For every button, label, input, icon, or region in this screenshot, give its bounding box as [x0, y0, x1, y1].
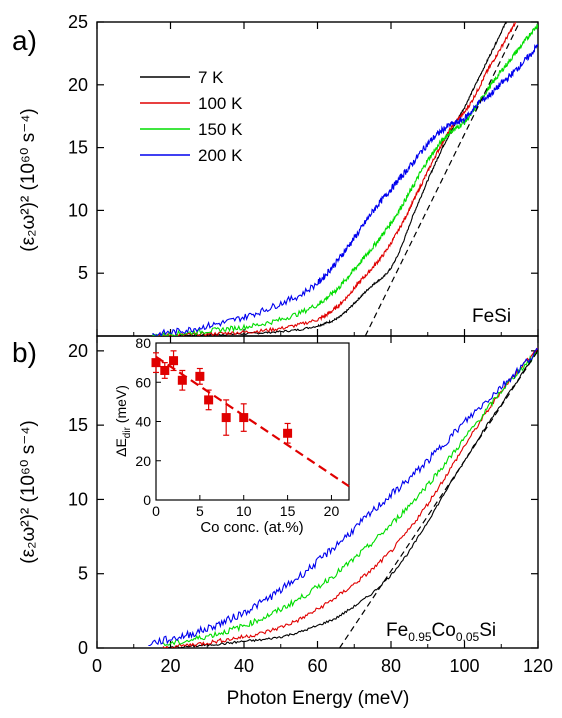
panel-b-y-tick-label: 5 [78, 564, 88, 584]
inset-axes: 0 5 10 15 20 0 20 40 60 80 [135, 335, 339, 519]
inset-x-tick-label: 15 [280, 503, 296, 519]
annotation-feco: Fe0.95Co0.05Si [386, 620, 496, 644]
x-axis-label: Photon Energy (meV) [227, 688, 410, 709]
annotation-fesi: FeSi [472, 306, 511, 327]
panel-b-series-150k [162, 351, 538, 647]
legend-label-200k: 200 K [198, 146, 243, 165]
panel-a-fit-line [364, 22, 521, 336]
panel-a-y-tick-label: 15 [68, 138, 88, 158]
inset-x-tick-label: 10 [236, 503, 252, 519]
legend-label-150k: 150 K [198, 120, 243, 139]
panel-b-series-200k [148, 347, 538, 647]
panel-b-y-tick-label: 10 [68, 489, 88, 509]
panel-b-y-tick-label: 15 [68, 415, 88, 435]
annotation-feco-sub2: 0.05 [456, 630, 480, 644]
panel-b-y-tick-label: 20 [68, 341, 88, 361]
inset-point [204, 395, 214, 405]
panel-a-y-tick-label: 10 [68, 200, 88, 220]
panel-b-fit-line [339, 350, 538, 648]
plot-b-lines [148, 347, 538, 648]
inset-y-label: ΔEdir (meV) [113, 385, 133, 457]
panel-b-x-tick-label: 80 [381, 656, 401, 676]
inset-y-tick-label: 0 [143, 492, 151, 508]
inset-x-tick-label: 0 [152, 503, 160, 519]
panel-b-x-tick-label: 40 [234, 656, 254, 676]
legend-label-7k: 7 K [198, 68, 224, 87]
inset-y-label-base: ΔE [113, 438, 129, 457]
inset-point [160, 365, 170, 375]
panel-a-series-7k [152, 22, 508, 336]
y-axis-label-b: (ε₂ω²)² (10⁶⁰ s⁻⁴) [18, 420, 39, 563]
inset-point [169, 356, 179, 366]
inset-point [177, 375, 187, 385]
panel-a-series-100k [152, 22, 517, 336]
plot-a-lines [152, 22, 538, 336]
annotation-feco-part2: Co [432, 620, 456, 641]
inset-point [151, 358, 161, 368]
panel-b-series-7k [164, 349, 538, 648]
panel-b-x-tick-label: 20 [160, 656, 180, 676]
inset-point [239, 413, 249, 423]
inset-marks [151, 350, 350, 488]
inset-x-label: Co conc. (at.%) [200, 519, 303, 536]
y-axis-label-a: (ε₂ω²)² (10⁶⁰ s⁻⁴) [18, 108, 39, 251]
annotation-feco-part1: Fe [386, 620, 408, 641]
panel-label-b: b) [12, 337, 37, 368]
inset-y-tick-label: 60 [135, 374, 151, 390]
panel-b-x-tick-label: 120 [523, 656, 553, 676]
axes-a: 5 10 15 20 25 [68, 12, 539, 336]
annotation-feco-part3: Si [479, 620, 496, 641]
annotation-feco-sub1: 0.95 [408, 630, 432, 644]
panel-b-x-tick-label: 100 [449, 656, 479, 676]
inset-y-label-sub: dir [122, 426, 133, 438]
inset-fit-line [155, 355, 350, 488]
panel-a-frame [96, 21, 539, 337]
inset-point [195, 371, 205, 381]
panel-b-x-tick-label: 60 [307, 656, 327, 676]
panel-a-series-200k [152, 43, 538, 336]
panel-b-series-100k [162, 347, 538, 648]
panel-a-y-tick-label: 25 [68, 12, 88, 32]
inset-x-tick-label: 20 [324, 503, 340, 519]
inset-x-tick-label: 5 [196, 503, 204, 519]
panel-b-x-tick-label: 0 [92, 656, 102, 676]
inset-y-tick-label: 40 [135, 414, 151, 430]
panel-a-series-150k [152, 23, 538, 336]
panel-a-y-tick-label: 20 [68, 75, 88, 95]
legend-label-100k: 100 K [198, 94, 243, 113]
panel-b-y-tick-label: 0 [78, 638, 88, 658]
legend: 7 K 100 K 150 K 200 K [140, 68, 243, 165]
inset-y-tick-label: 80 [135, 335, 151, 351]
panel-a-y-tick-label: 5 [78, 263, 88, 283]
inset-y-tick-label: 20 [135, 453, 151, 469]
inset-point [283, 428, 293, 438]
panel-label-a: a) [12, 25, 37, 56]
inset-y-label-unit: (meV) [113, 385, 129, 427]
inset-point [221, 413, 231, 423]
inset: 0 5 10 15 20 0 20 40 60 80 Co conc. (at.%) ΔEdir … [113, 335, 350, 536]
